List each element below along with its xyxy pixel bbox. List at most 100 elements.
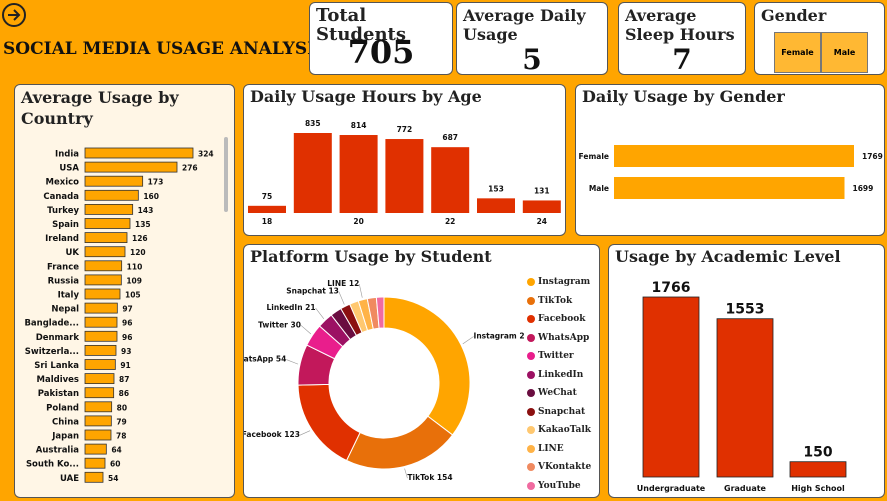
category-label: Japan [51,432,79,442]
bar [84,260,123,272]
bar [84,316,118,328]
bar [84,246,126,258]
scrollbar[interactable] [224,137,228,212]
legend-item[interactable]: YouTube [527,477,591,496]
bar [84,204,134,215]
slicer-option-female[interactable]: Female [774,32,821,73]
category-label: USA [59,164,79,174]
data-label: 131 [534,186,550,195]
kpi-value: 7 [672,43,692,76]
category-label: China [52,417,79,427]
chart-title: Platform Usage by Student [250,247,492,266]
bar [614,145,854,167]
academic-bar-chart: 1766 Undergraduate 1553 Graduate 150 High Sch… [637,280,847,493]
data-label: 687 [442,133,458,142]
bar [84,274,122,286]
bar [614,177,845,199]
country-chart-card: Average Usage by Country India 324 USA 276 M… [14,84,235,498]
data-label: 153 [488,184,504,193]
legend-swatch [527,315,535,324]
data-label: 96 [122,333,132,342]
tick-label: 22 [445,217,455,226]
platform-donut-chart: Instagram 249 TikTok 154 Facebook 123 Whats… [244,279,524,482]
data-label: 75 [262,192,272,201]
legend-swatch [527,278,535,287]
bar [642,296,700,478]
data-label: 109 [126,276,142,285]
legend-item[interactable]: TikTok [527,292,591,311]
legend-item[interactable]: WhatsApp [527,329,591,348]
bar [84,344,117,356]
gender-chart-card: Daily Usage by Gender Female 1769 Male 1699 [575,84,885,236]
category-label: Banglade... [24,319,79,329]
data-label: 276 [182,164,198,173]
legend-item[interactable]: Snapchat [527,403,591,422]
slice-label: Snapchat 13 [286,287,339,296]
bar [339,135,378,213]
legend-swatch [527,352,535,361]
donut-slice [345,415,454,470]
category-label: Maldives [37,375,79,385]
slice-label: WhatsApp 54 [244,355,286,364]
kpi-label: Average Sleep Hours [625,6,735,44]
category-label: Russia [48,276,80,286]
bar [522,200,561,213]
legend-item[interactable]: WeChat [527,384,591,403]
page-title: SOCIAL MEDIA USAGE ANALYSIS [3,39,328,59]
legend-item[interactable]: LinkedIn [527,366,591,385]
bar [84,387,115,399]
legend-label: WeChat [538,388,577,399]
legend-item[interactable]: Twitter [527,347,591,366]
bar [84,429,112,441]
slice-label: Instagram 249 [474,331,524,340]
legend-label: Facebook [538,314,586,325]
category-label: High School [791,484,845,493]
legend-item[interactable]: KakaoTalk [527,421,591,440]
category-label: UAE [60,474,79,484]
data-label: 126 [132,234,148,243]
kpi-avg-sleep: Average Sleep Hours 7 [618,2,746,76]
bar [84,189,139,201]
category-label: South Ko... [26,460,79,470]
data-label: 772 [397,125,413,134]
bar [84,288,121,300]
slicer-option-male[interactable]: Male [821,32,868,73]
legend-item[interactable]: Facebook [527,310,591,329]
donut-slice [383,296,471,436]
data-label: 97 [122,305,132,314]
category-label: Sri Lanka [34,361,79,371]
data-label: 1699 [853,184,874,193]
legend-item[interactable]: LINE [527,440,591,459]
bar [84,232,128,244]
category-label: Female [579,152,609,161]
category-label: Graduate [724,484,767,493]
legend-swatch [527,296,535,305]
platform-chart-card: Platform Usage by Student Instagram 249 T… [243,244,600,498]
age-bar-chart: 75 18 835 814 20 772 687 22 153 131 24 [248,119,561,226]
gender-slicer: Gender Female Male [754,2,885,75]
back-button[interactable] [2,3,26,27]
slice-label: LinkedIn 21 [267,303,316,312]
legend-swatch [527,481,535,490]
data-label: 96 [122,319,132,328]
kpi-label: Average Daily Usage [463,6,586,44]
bar [84,218,131,229]
legend-label: TikTok [538,295,573,306]
bar [84,161,178,173]
data-label: 93 [121,347,131,356]
legend-item[interactable]: Instagram [527,273,591,292]
legend-item[interactable]: VKontakte [527,458,591,477]
legend-swatch [527,407,535,416]
legend-label: WhatsApp [538,332,590,343]
category-label: Male [589,184,609,193]
category-label: Nepal [51,305,79,315]
data-label: 60 [110,460,120,469]
chart-title: Daily Usage Hours by Age [250,87,482,106]
category-label: Ireland [45,234,79,244]
category-label: Canada [43,192,79,202]
category-label: UK [66,248,80,258]
tick-label: 18 [262,217,272,226]
bar [789,461,847,478]
data-label: 173 [148,178,164,187]
age-chart-card: Daily Usage Hours by Age 75 18 835 814 20 772… [243,84,566,236]
